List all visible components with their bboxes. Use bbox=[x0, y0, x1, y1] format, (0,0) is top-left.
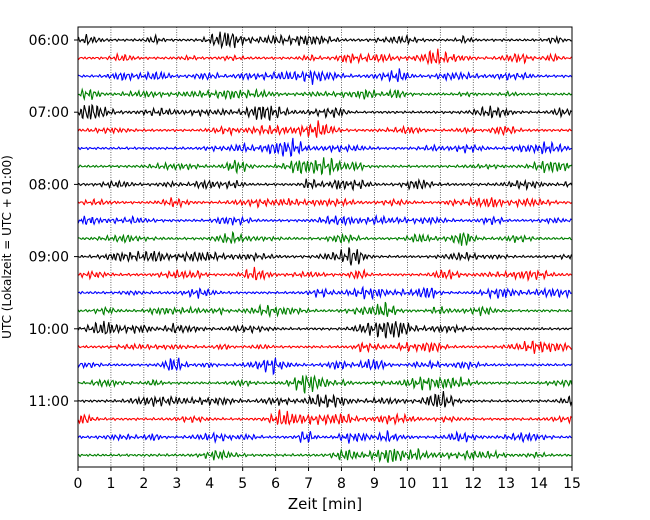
x-tick-label: 11 bbox=[431, 476, 449, 492]
x-tick-label: 0 bbox=[74, 476, 83, 492]
trace-0800 bbox=[77, 177, 573, 192]
trace-1015 bbox=[77, 340, 572, 354]
x-tick-label: 1 bbox=[106, 476, 115, 492]
trace-0615 bbox=[77, 48, 572, 66]
trace-0715 bbox=[77, 120, 572, 138]
trace-0845 bbox=[77, 230, 572, 246]
x-axis-label: Zeit [min] bbox=[288, 495, 362, 513]
trace-1000 bbox=[77, 320, 572, 339]
x-tick-label: 9 bbox=[370, 476, 379, 492]
trace-0945 bbox=[77, 301, 572, 319]
x-tick-label: 4 bbox=[205, 476, 214, 492]
x-tick-label: 6 bbox=[271, 476, 280, 492]
vertical-grid-lines bbox=[110, 27, 540, 467]
trace-group bbox=[77, 31, 573, 463]
trace-0930 bbox=[77, 285, 572, 301]
y-axis-label: UTC (Lokalzeit = UTC + 01:00) bbox=[0, 155, 14, 339]
x-tick-label: 7 bbox=[304, 476, 313, 492]
trace-0900 bbox=[77, 247, 573, 266]
trace-1030 bbox=[77, 357, 572, 376]
trace-0830 bbox=[77, 214, 572, 227]
y-tick-label: 08:00 bbox=[29, 177, 69, 193]
trace-0630 bbox=[77, 68, 572, 85]
x-tick-label: 13 bbox=[497, 476, 515, 492]
trace-1130 bbox=[77, 430, 572, 445]
trace-0700 bbox=[77, 103, 572, 121]
x-tick-label: 3 bbox=[172, 476, 181, 492]
trace-0645 bbox=[77, 87, 572, 102]
trace-0915 bbox=[77, 266, 572, 283]
x-tick-label: 15 bbox=[563, 476, 581, 492]
trace-1115 bbox=[77, 409, 572, 426]
trace-0815 bbox=[77, 196, 572, 209]
trace-1145 bbox=[77, 448, 572, 463]
y-tick-label: 09:00 bbox=[29, 250, 69, 266]
x-tick-label: 12 bbox=[464, 476, 482, 492]
x-axis-ticks: 0 1 2 3 4 5 6 7 8 9 10 11 12 13 14 15 bbox=[74, 467, 581, 492]
trace-0730 bbox=[77, 137, 572, 158]
x-tick-label: 8 bbox=[337, 476, 346, 492]
trace-0600 bbox=[77, 31, 572, 50]
y-axis-ticks: 06:00 07:00 08:00 09:00 10:00 11:00 bbox=[29, 33, 78, 410]
trace-1100 bbox=[77, 391, 573, 408]
x-tick-label: 5 bbox=[238, 476, 247, 492]
y-tick-label: 07:00 bbox=[29, 105, 69, 121]
trace-0745 bbox=[77, 157, 572, 176]
plot-frame bbox=[77, 26, 573, 468]
x-tick-label: 14 bbox=[530, 476, 548, 492]
x-tick-label: 10 bbox=[398, 476, 416, 492]
y-tick-label: 11:00 bbox=[29, 394, 69, 410]
y-tick-label: 10:00 bbox=[29, 322, 69, 338]
trace-1045 bbox=[77, 374, 573, 394]
y-tick-label: 06:00 bbox=[29, 33, 69, 49]
x-tick-label: 2 bbox=[139, 476, 148, 492]
